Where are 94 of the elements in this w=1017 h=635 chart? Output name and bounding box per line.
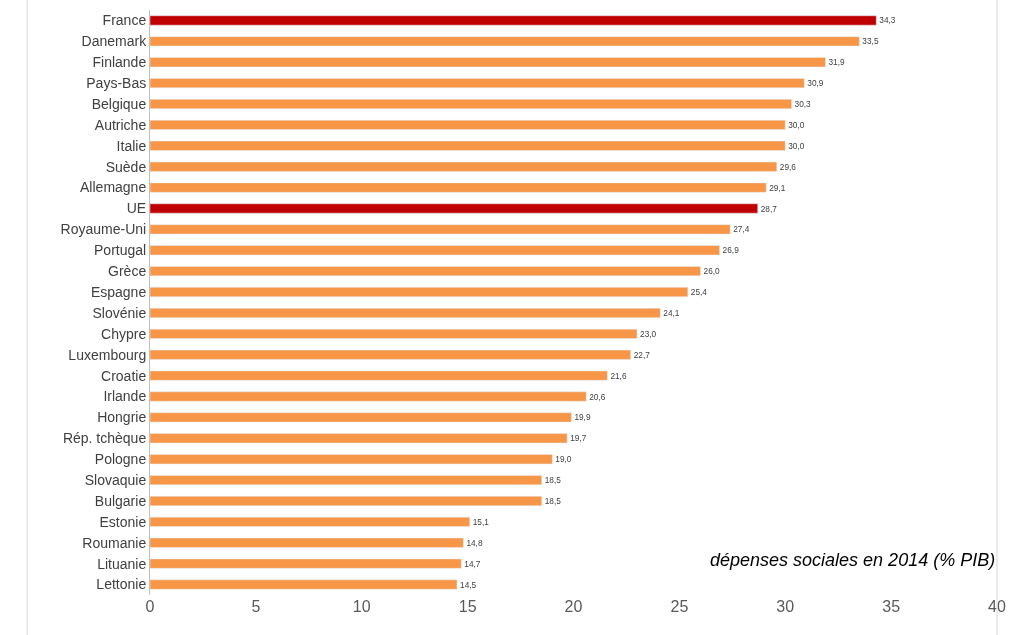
y-tick-label: Slovénie bbox=[92, 304, 147, 321]
x-tick-label: 30 bbox=[776, 598, 795, 615]
data-label: 34,3 bbox=[879, 15, 896, 26]
data-label: 19,0 bbox=[555, 454, 572, 465]
data-label: 26,0 bbox=[703, 266, 721, 277]
data-label: 30,3 bbox=[794, 99, 812, 110]
y-tick-label: Danemark bbox=[81, 33, 148, 50]
data-label: 22,7 bbox=[633, 349, 651, 360]
bar bbox=[150, 203, 758, 214]
data-label: 26,9 bbox=[722, 245, 740, 256]
bar bbox=[150, 579, 458, 590]
y-tick-label: Pays-Bas bbox=[86, 75, 147, 92]
data-label: 19,9 bbox=[574, 412, 591, 423]
y-tick-label: Slovaquie bbox=[84, 471, 147, 488]
data-label: 25,4 bbox=[690, 287, 708, 298]
data-label: 30,0 bbox=[788, 119, 805, 130]
y-tick-label: Portugal bbox=[94, 242, 147, 259]
x-tick-label: 10 bbox=[352, 598, 371, 615]
y-tick-label: France bbox=[102, 12, 147, 29]
data-label: 33,5 bbox=[862, 36, 879, 47]
bar bbox=[150, 182, 767, 193]
bar bbox=[150, 308, 661, 318]
data-label: 19,7 bbox=[570, 433, 587, 444]
bar bbox=[150, 99, 792, 109]
bar bbox=[150, 516, 470, 527]
annotation: dépenses sociales en 2014 (% PIB) bbox=[710, 550, 996, 570]
y-tick-label: Roumanie bbox=[82, 534, 147, 551]
y-tick-label: Belgique bbox=[91, 95, 147, 112]
data-label: 14,5 bbox=[460, 579, 477, 590]
bar bbox=[150, 140, 786, 151]
y-tick-label: Suède bbox=[105, 158, 147, 175]
bar bbox=[150, 57, 826, 68]
data-label: 21,6 bbox=[610, 370, 627, 381]
bar bbox=[150, 161, 778, 172]
data-label: 14,8 bbox=[466, 537, 483, 548]
y-tick-label: Italie bbox=[116, 137, 147, 154]
bar bbox=[150, 328, 638, 339]
y-tick-label: Rép. tchèque bbox=[62, 430, 147, 447]
bar bbox=[150, 412, 572, 423]
data-label: 24,1 bbox=[663, 307, 680, 318]
bar bbox=[150, 78, 805, 89]
data-label: 20,6 bbox=[589, 391, 606, 402]
data-label: 15,1 bbox=[472, 516, 490, 527]
bar bbox=[150, 224, 731, 235]
data-label: 29,6 bbox=[779, 161, 797, 172]
y-tick-label: Espagne bbox=[90, 283, 147, 300]
y-tick-label: Pologne bbox=[94, 451, 147, 468]
x-tick-label: 25 bbox=[670, 598, 689, 615]
y-tick-label: Royaume-Uni bbox=[60, 221, 147, 238]
y-tick-label: Finlande bbox=[92, 54, 147, 71]
bar bbox=[150, 266, 701, 277]
x-tick-label: 0 bbox=[145, 598, 155, 615]
bar bbox=[150, 496, 542, 506]
data-label: 28,7 bbox=[760, 203, 778, 214]
y-tick-label: Croatie bbox=[101, 367, 147, 384]
bar bbox=[150, 454, 553, 465]
y-tick-label: UE bbox=[126, 200, 147, 217]
bar bbox=[150, 245, 720, 256]
x-tick-label: 15 bbox=[458, 598, 477, 615]
data-label: 30,0 bbox=[788, 140, 805, 151]
y-tick-label: Bulgarie bbox=[94, 492, 147, 509]
y-tick-label: Estonie bbox=[99, 513, 147, 530]
y-tick-label: Luxembourg bbox=[68, 346, 147, 363]
x-tick-label: 20 bbox=[564, 598, 583, 615]
data-label: 27,4 bbox=[733, 224, 750, 235]
data-label: 29,1 bbox=[769, 182, 786, 193]
y-tick-label: Lettonie bbox=[96, 576, 147, 593]
y-tick-label: Lituanie bbox=[97, 555, 147, 572]
bar bbox=[150, 36, 860, 47]
data-label: 23,0 bbox=[640, 328, 657, 339]
bar bbox=[150, 537, 464, 548]
y-tick-label: Allemagne bbox=[80, 179, 147, 196]
x-tick-label: 5 bbox=[251, 598, 261, 615]
x-tick-label: 35 bbox=[882, 598, 901, 615]
y-tick-label: Irlande bbox=[103, 388, 147, 405]
y-tick-label: Autriche bbox=[94, 116, 147, 133]
bar bbox=[150, 475, 542, 486]
bar bbox=[150, 349, 631, 360]
bar bbox=[150, 391, 587, 402]
bar bbox=[150, 15, 877, 26]
data-label: 30,9 bbox=[807, 78, 824, 89]
data-label: 14,7 bbox=[464, 558, 481, 569]
y-tick-label: Hongrie bbox=[97, 409, 147, 426]
data-label: 18,5 bbox=[544, 475, 562, 486]
bar bbox=[150, 119, 786, 130]
y-tick-label: Chypre bbox=[101, 325, 147, 342]
x-tick-label: 40 bbox=[988, 598, 1006, 615]
bar bbox=[150, 287, 689, 297]
data-label: 31,9 bbox=[828, 57, 845, 68]
bar bbox=[150, 558, 462, 569]
bar bbox=[150, 433, 568, 444]
bar bbox=[150, 370, 608, 381]
y-tick-label: Grèce bbox=[108, 263, 147, 280]
data-label: 18,5 bbox=[544, 496, 562, 507]
